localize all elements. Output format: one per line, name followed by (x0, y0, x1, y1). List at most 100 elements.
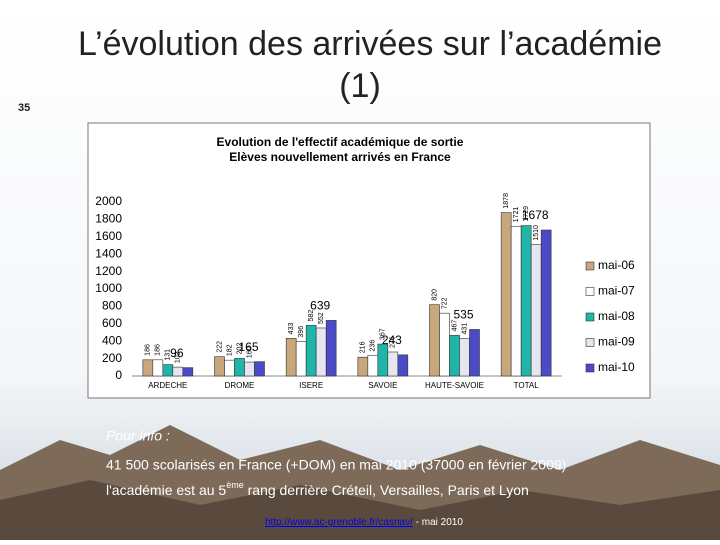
x-tick-label: TOTAL (514, 381, 540, 390)
value-label: 160 (246, 346, 253, 358)
y-tick-label: 400 (102, 333, 122, 347)
chart-title: Elèves nouvellement arrivés en France (229, 150, 451, 164)
info-title: Pour info : (106, 428, 170, 444)
bar (325, 320, 337, 377)
y-tick-label: 1000 (95, 281, 122, 295)
value-label: 582 (308, 310, 315, 322)
bar (224, 359, 235, 377)
y-tick-label: 800 (102, 299, 122, 313)
value-label: 722 (441, 297, 448, 309)
legend-label: mai-10 (598, 360, 635, 374)
bar (295, 341, 307, 377)
value-label: 96 (170, 346, 184, 360)
value-label: 1721 (513, 207, 520, 223)
bar (172, 366, 184, 377)
legend-label: mai-06 (598, 258, 635, 272)
value-label: 202 (236, 343, 243, 355)
bar (182, 367, 194, 377)
bar (439, 312, 450, 377)
y-tick-label: 1400 (95, 246, 122, 260)
value-label: 467 (451, 320, 458, 332)
value-label: 182 (226, 344, 233, 356)
value-label: 186 (155, 344, 162, 356)
value-label: 431 (461, 323, 468, 335)
value-label: 552 (318, 312, 325, 324)
info-sup: ème (226, 480, 244, 490)
info-text: l'académie est au 5ème rang derrière Cré… (106, 480, 529, 497)
legend-swatch (585, 287, 595, 296)
bar (500, 212, 512, 377)
bar (305, 325, 317, 377)
value-label: 396 (298, 326, 305, 338)
value-label: 367 (380, 328, 387, 340)
bar (162, 364, 174, 377)
link[interactable]: http://www.ac-grenoble.fr/casnav/ (265, 517, 413, 528)
slide-title: L’évolution des arrivées sur l’académie (78, 25, 662, 63)
bar (429, 304, 440, 377)
y-tick-label: 1200 (95, 264, 122, 278)
bar (387, 351, 399, 377)
y-tick-label: 1600 (95, 229, 122, 243)
y-tick-label: 0 (115, 368, 122, 382)
value-label: 276 (390, 336, 397, 348)
page-number: 35 (18, 102, 30, 114)
x-tick-label: HAUTE-SAVOIE (425, 381, 484, 390)
legend-swatch (585, 312, 595, 322)
value-label: 102 (175, 351, 182, 363)
bar (152, 359, 164, 377)
value-label: 186 (145, 344, 152, 356)
bar (234, 358, 245, 377)
x-tick-label: ARDECHE (148, 381, 187, 390)
x-tick-label: DROME (225, 381, 255, 390)
legend-swatch (585, 338, 595, 347)
bar (377, 343, 389, 377)
slide-title: (1) (339, 67, 381, 105)
legend-label: mai-09 (598, 335, 635, 349)
info-text: 41 500 scolarisés en France (+DOM) en ma… (106, 457, 566, 473)
y-tick-label: 200 (102, 351, 122, 365)
legend-label: mai-08 (598, 309, 635, 323)
value-label: 1729 (523, 206, 530, 222)
bar (214, 356, 225, 377)
info-text: rang derrière Créteil, Versailles, Paris… (244, 482, 529, 498)
value-label: 535 (453, 308, 473, 322)
value-label: 1878 (503, 193, 510, 209)
value-label: 165 (238, 340, 258, 354)
value-label: 243 (382, 333, 402, 347)
bar (142, 359, 154, 377)
x-tick-label: SAVOIE (368, 381, 397, 390)
bar (367, 355, 379, 377)
bar (254, 361, 265, 377)
y-tick-label: 2000 (95, 194, 122, 208)
bar (357, 356, 369, 377)
y-tick-label: 600 (102, 316, 122, 330)
chart-title: Evolution de l'effectif académique de so… (217, 135, 464, 149)
bar (397, 354, 409, 377)
bar (520, 225, 532, 377)
mountains-front (0, 480, 720, 540)
value-label: 639 (310, 299, 330, 313)
legend-label: mai-07 (598, 284, 635, 298)
value-label: 236 (370, 340, 377, 352)
bar (285, 338, 297, 377)
info-text: l'académie est au 5 (106, 482, 226, 498)
chart-frame (87, 122, 651, 399)
value-label: 433 (288, 323, 295, 335)
bar (459, 338, 470, 377)
value-label: 1678 (522, 208, 549, 222)
chart: 0 200 400 600 800 1000 1200 1400 1600 1800 2000 ARD… (95, 193, 635, 390)
bar (530, 244, 542, 377)
bar (510, 225, 522, 377)
bar (540, 229, 552, 377)
bar (244, 361, 255, 377)
legend-swatch (585, 261, 595, 271)
bar (449, 335, 460, 377)
bar (315, 327, 327, 377)
legend-swatch (585, 363, 595, 373)
value-label: 820 (431, 289, 438, 301)
bar (469, 329, 480, 377)
info-link-line: http://www.ac-grenoble.fr/casnav/ - mai … (265, 517, 463, 528)
y-tick-label: 1800 (95, 212, 122, 226)
value-label: 216 (360, 341, 367, 353)
